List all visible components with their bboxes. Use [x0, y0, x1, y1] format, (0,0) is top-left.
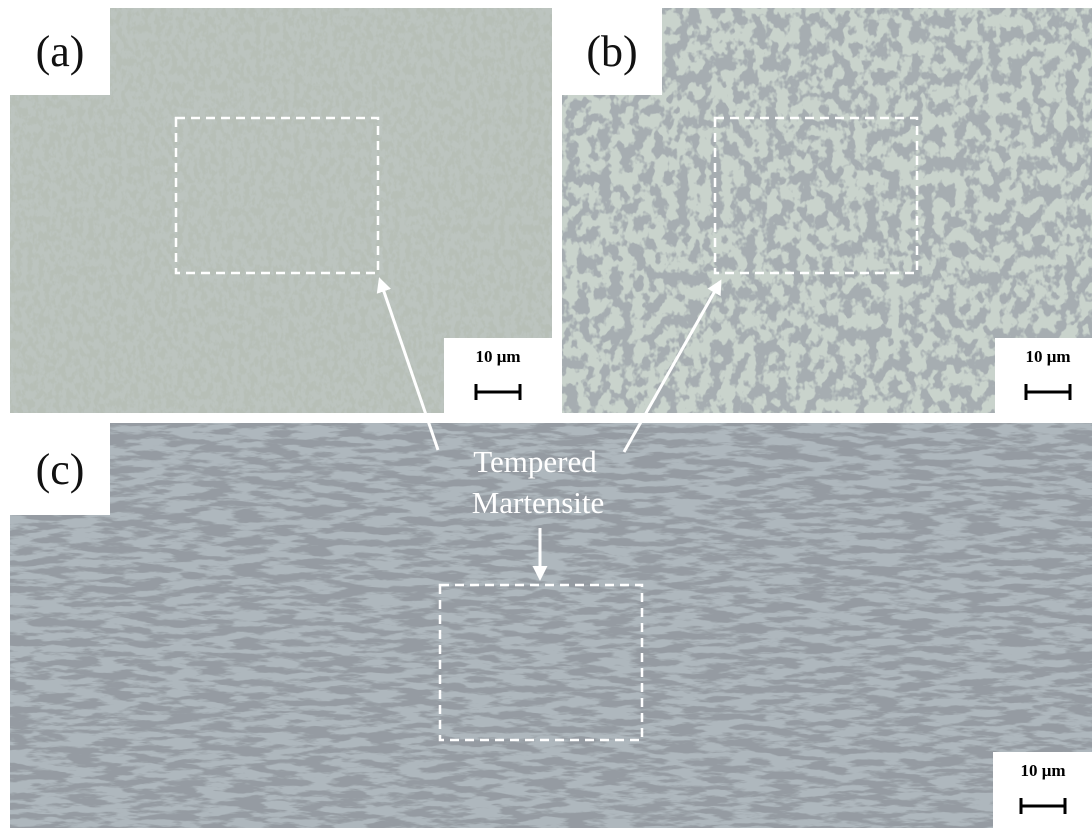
panel-label: (c)	[36, 445, 85, 494]
scale-label: 10 μm	[1020, 761, 1065, 780]
panel-b: (b) 10 μm	[562, 8, 1092, 413]
panel-a: (a) 10 μm	[10, 8, 552, 413]
annotation-text: Martensite	[472, 485, 605, 520]
scale-label: 10 μm	[475, 347, 520, 366]
panel-label: (b)	[586, 27, 637, 76]
annotation-text: Tempered	[473, 444, 597, 479]
figure: (a) 10 μm (b) 10 μm (c) 10 μm Tempered M…	[0, 0, 1092, 828]
scale-label: 10 μm	[1025, 347, 1070, 366]
panel-c: (c) 10 μm	[10, 423, 1092, 828]
panel-label: (a)	[36, 27, 85, 76]
